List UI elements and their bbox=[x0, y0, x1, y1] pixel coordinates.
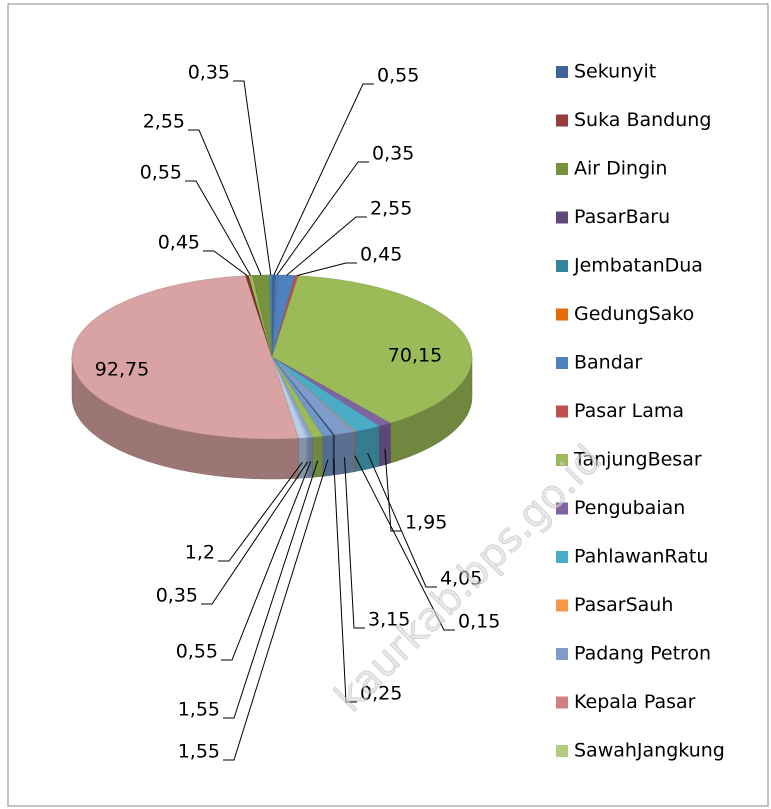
data-label: 0,25 bbox=[360, 683, 402, 705]
pie-side bbox=[308, 437, 313, 478]
leader-line bbox=[273, 83, 374, 276]
leader-line bbox=[201, 461, 309, 605]
legend-label: PasarSauh bbox=[574, 594, 673, 616]
legend-swatch bbox=[556, 308, 568, 321]
pie-slice bbox=[271, 275, 473, 424]
legend-label: PasarBaru bbox=[574, 206, 670, 228]
leader-line bbox=[367, 452, 437, 588]
data-label: 0,35 bbox=[188, 62, 230, 84]
legend-swatch bbox=[556, 405, 568, 418]
legend-swatch bbox=[556, 696, 568, 709]
legend-label: PahlawanRatu bbox=[574, 546, 708, 568]
data-label: 0,35 bbox=[372, 143, 414, 165]
data-label: 70,15 bbox=[388, 345, 442, 367]
data-label: 3,15 bbox=[368, 609, 410, 631]
data-label: 1,55 bbox=[178, 699, 220, 721]
data-label: 1,95 bbox=[405, 512, 447, 534]
legend-label: Padang Petron bbox=[574, 643, 711, 665]
data-label: 0,15 bbox=[458, 611, 500, 633]
pie-side bbox=[379, 422, 391, 467]
leader-line bbox=[223, 459, 329, 761]
legend-label: Sekunyit bbox=[574, 61, 656, 83]
leader-line bbox=[188, 129, 262, 276]
legend-swatch bbox=[556, 551, 568, 563]
legend-label: GedungSako bbox=[574, 303, 694, 325]
data-label: 0,45 bbox=[360, 244, 402, 266]
legend-label: SawahJangkung bbox=[574, 740, 725, 762]
data-label: 2,55 bbox=[370, 198, 412, 220]
data-label: 0,55 bbox=[176, 641, 218, 663]
leader-line bbox=[218, 461, 303, 562]
data-label: 92,75 bbox=[95, 359, 149, 381]
legend-label: Bandar bbox=[574, 352, 642, 374]
legend-swatch bbox=[556, 114, 568, 127]
pie-slice bbox=[71, 275, 299, 440]
data-label: 0,35 bbox=[156, 585, 198, 607]
leader-line bbox=[203, 250, 248, 277]
legend-swatch bbox=[556, 502, 568, 515]
data-label: 0,55 bbox=[140, 162, 182, 184]
data-label: 0,55 bbox=[377, 65, 419, 87]
data-label: 1,2 bbox=[185, 542, 215, 564]
legend-label: Pasar Lama bbox=[574, 400, 684, 422]
legend-swatch bbox=[556, 163, 568, 175]
pie-slice bbox=[269, 274, 273, 358]
leader-line bbox=[233, 80, 272, 276]
leader-line bbox=[384, 448, 402, 532]
leader-line bbox=[223, 460, 319, 719]
leader-line bbox=[221, 461, 312, 661]
legend-swatch bbox=[556, 745, 568, 757]
legend-label: JembatanDua bbox=[573, 255, 703, 277]
pie-side bbox=[298, 437, 307, 479]
leader-line bbox=[185, 180, 251, 276]
legend-swatch bbox=[556, 454, 568, 466]
leader-line bbox=[344, 457, 365, 629]
leader-line bbox=[286, 216, 367, 276]
legend-swatch bbox=[556, 357, 568, 369]
pie-side bbox=[355, 425, 380, 472]
leader-line bbox=[333, 458, 357, 703]
legend-swatch bbox=[556, 211, 568, 224]
legend-swatch bbox=[556, 66, 568, 78]
data-label: 4,05 bbox=[440, 568, 482, 590]
legend-swatch bbox=[556, 260, 568, 272]
legend-swatch bbox=[556, 648, 568, 660]
legend-label: TanjungBesar bbox=[573, 449, 702, 471]
legend-label: Kepala Pasar bbox=[574, 691, 696, 713]
leader-line bbox=[296, 262, 357, 277]
legend-label: Air Dingin bbox=[574, 158, 667, 180]
pie-side bbox=[334, 431, 355, 476]
legend-label: Suka Bandung bbox=[574, 109, 711, 131]
data-label: 2,55 bbox=[143, 111, 185, 133]
leader-line bbox=[354, 455, 455, 631]
data-label: 1,55 bbox=[178, 741, 220, 763]
leader-line bbox=[276, 161, 369, 276]
legend-label: Pengubaian bbox=[574, 497, 685, 519]
data-label: 0,45 bbox=[158, 232, 200, 254]
legend-swatch bbox=[556, 599, 568, 612]
